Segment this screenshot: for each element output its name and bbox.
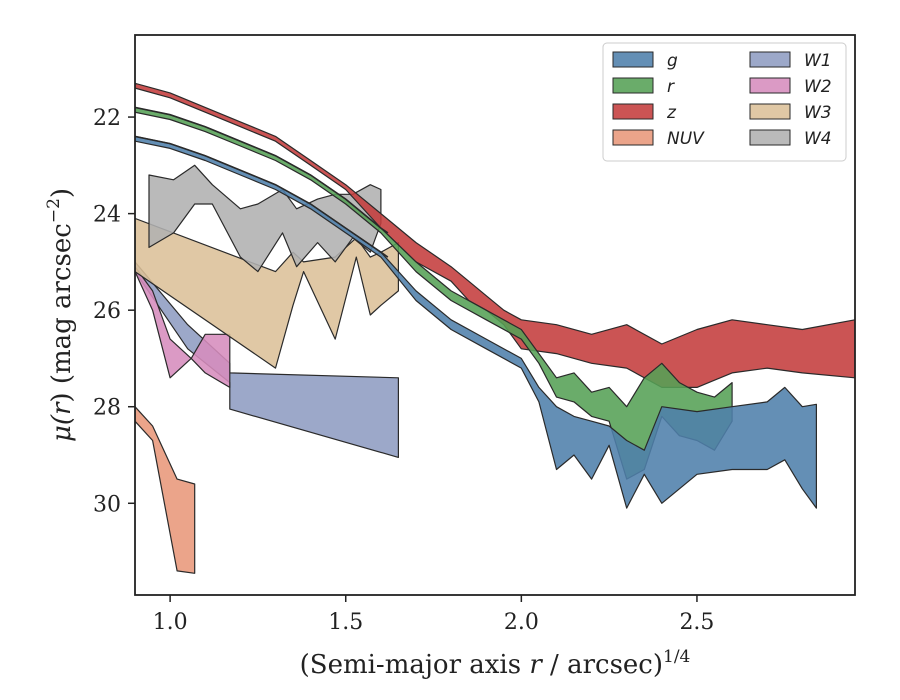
y-tick-label: 24 bbox=[93, 203, 121, 228]
y-tick-label: 26 bbox=[93, 299, 121, 324]
band-w2 bbox=[135, 266, 231, 388]
legend-item-nuv: NUV bbox=[612, 129, 705, 149]
legend-swatch bbox=[612, 51, 654, 68]
legend: grz NUV W1 W2 W3 W4 bbox=[602, 42, 847, 162]
band-w3 bbox=[135, 217, 399, 369]
legend-item-g: g bbox=[612, 51, 678, 71]
legend-swatch bbox=[612, 129, 654, 146]
legend-label: W4 bbox=[804, 129, 832, 149]
y-tick-label: 22 bbox=[93, 106, 121, 131]
legend-swatch bbox=[749, 51, 791, 68]
x-axis-label: (Semi-major axis r / arcsec)1/4 bbox=[300, 647, 691, 680]
legend-item-w4: W4 bbox=[749, 129, 832, 149]
legend-item-r: r bbox=[612, 77, 675, 97]
profile-line-2 bbox=[135, 135, 389, 258]
legend-swatch bbox=[612, 103, 654, 120]
band-g bbox=[135, 135, 818, 509]
plot-area bbox=[135, 82, 855, 574]
axes: 1.0 1.5 2.0 2.5 22 24 26 28 30 (Semi-major axis r… bbox=[44, 34, 856, 680]
legend-swatch bbox=[749, 103, 791, 120]
x-tick-label: 2.0 bbox=[504, 610, 539, 635]
x-tick-label: 1.0 bbox=[153, 610, 188, 635]
y-axis-label: μ(r) (mag arcsec−2) bbox=[44, 188, 77, 442]
legend-label: g bbox=[667, 51, 678, 71]
band-z bbox=[135, 82, 855, 388]
legend-item-w1: W1 bbox=[749, 51, 832, 71]
x-tick-label: 2.5 bbox=[679, 610, 714, 635]
y-tick-label: 28 bbox=[93, 396, 121, 421]
x-tick-label: 1.5 bbox=[328, 610, 363, 635]
series-group bbox=[135, 82, 855, 574]
legend-swatch bbox=[749, 129, 791, 146]
profile-line-1 bbox=[135, 106, 389, 234]
legend-label: z bbox=[666, 103, 677, 123]
legend-label: W1 bbox=[804, 51, 832, 71]
legend-item-w3: W3 bbox=[749, 103, 832, 123]
legend-label: W3 bbox=[804, 103, 832, 123]
legend-item-w2: W2 bbox=[749, 77, 832, 97]
legend-swatch bbox=[749, 77, 791, 94]
legend-label: NUV bbox=[667, 129, 705, 149]
legend-label: W2 bbox=[804, 77, 832, 97]
band-nuv bbox=[135, 406, 196, 574]
y-tick-label: 30 bbox=[93, 492, 121, 517]
legend-item-z: z bbox=[612, 103, 677, 123]
legend-swatch bbox=[612, 77, 654, 94]
legend-label: r bbox=[667, 77, 675, 97]
plot-frame bbox=[134, 34, 856, 596]
